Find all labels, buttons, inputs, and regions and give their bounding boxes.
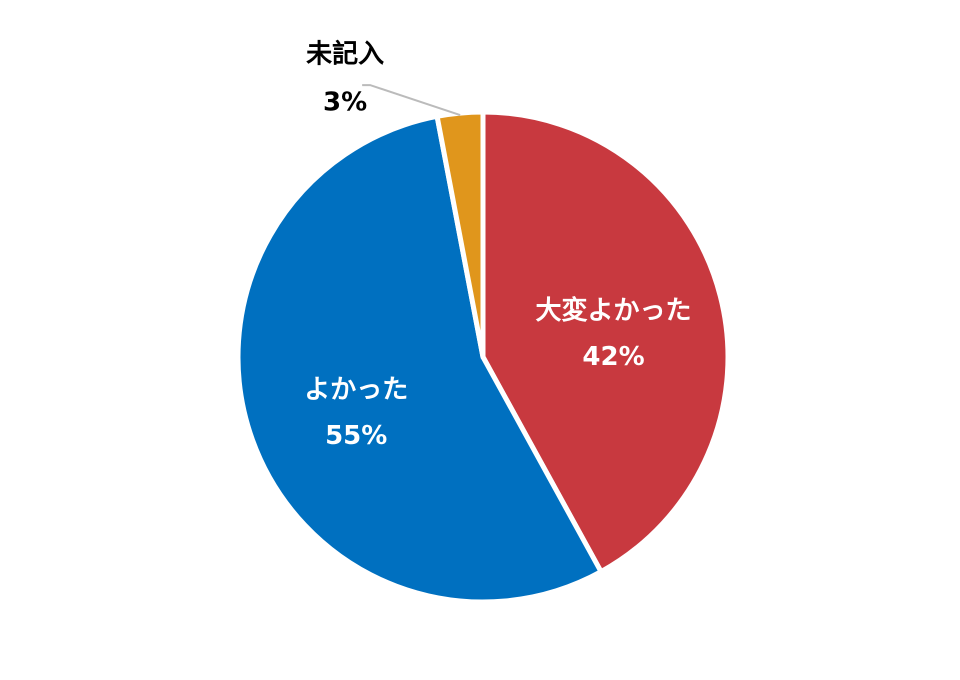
pie-slice (235, 113, 604, 605)
pie-slice (480, 109, 731, 575)
value-label: 55% (325, 421, 387, 451)
category-label: よかった (304, 375, 408, 405)
leader-line (362, 84, 461, 117)
pie-slice (434, 109, 486, 360)
value-label: 42% (582, 342, 644, 372)
value-label: 3% (323, 88, 367, 118)
category-label: 未記入 (306, 39, 384, 70)
category-label: 大変よかった (536, 295, 692, 326)
